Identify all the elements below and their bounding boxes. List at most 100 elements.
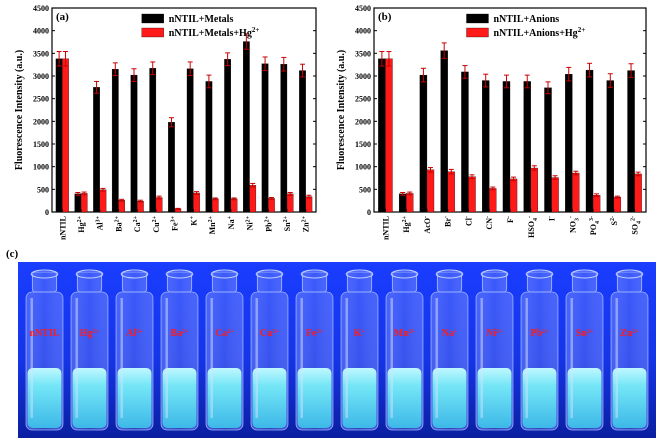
bar-series-1	[606, 80, 614, 213]
vial-rim	[30, 269, 59, 279]
chart-panel-b: 0 500 1000 1500 2000 2500 3000 3500 4000 4500 Fluo…	[336, 4, 647, 240]
bar-series-1	[205, 81, 213, 213]
x-tick-label: nNTIL	[381, 216, 390, 240]
vial-rim	[570, 269, 599, 279]
bar-series-2	[406, 193, 414, 213]
bar-series-2	[592, 195, 601, 213]
bar-series-1	[149, 68, 157, 213]
y-tick-label: 500	[359, 185, 371, 194]
vial-label: Fe3+	[306, 328, 324, 339]
x-tick-label: Cu2+	[152, 215, 161, 232]
vial-rim	[210, 269, 239, 279]
x-tick-label: Hg2+	[77, 215, 86, 232]
legend-label: nNTIL+Metals	[169, 14, 234, 25]
y-tick-label: 3500	[355, 49, 371, 58]
vial-liquid	[117, 368, 152, 428]
bar-series-1	[168, 122, 175, 213]
vial: Ca2+	[205, 269, 244, 431]
panel-label: (b)	[378, 11, 392, 23]
bar-series-1	[544, 87, 552, 213]
bar-series-1	[130, 74, 138, 213]
y-tick-label: 4500	[33, 4, 49, 13]
vial-neck	[211, 271, 238, 293]
bar-series-1	[224, 59, 231, 213]
panel-c-label: (c)	[6, 248, 19, 260]
x-tick-label: Mn2+	[208, 215, 217, 234]
vial: Cu2+	[250, 269, 289, 431]
x-tick-label: PO43-	[589, 216, 601, 235]
x-tick-label: AcO-	[423, 216, 432, 234]
bar-series-2	[80, 193, 88, 213]
vial-rim	[120, 269, 149, 279]
legend-label: nNTIL+Anions+Hg2+	[493, 26, 585, 39]
y-axis-label: Fluorescence Intensity (a.u.)	[336, 50, 347, 170]
vial-highlight	[300, 298, 303, 418]
vial: Hg2+	[70, 269, 109, 431]
vial-rim	[435, 269, 464, 279]
vial-highlight	[120, 298, 123, 418]
bar-series-1	[523, 81, 531, 213]
bar-series-2	[62, 58, 69, 213]
bar-series-1	[440, 50, 448, 213]
vial-neck	[31, 271, 58, 293]
y-tick-label: 1500	[355, 140, 371, 149]
vial-neck	[301, 271, 328, 293]
bar-series-1	[482, 80, 490, 213]
vial-neck	[256, 271, 283, 293]
x-tick-label: HSO4-	[527, 216, 539, 238]
vial-label: Na+	[442, 328, 458, 339]
y-tick-label: 1500	[33, 140, 49, 149]
y-tick-label: 1000	[33, 163, 49, 172]
vial-liquid	[297, 368, 332, 428]
bar-series-2	[551, 177, 559, 213]
vial-rim	[75, 269, 104, 279]
vial-label: Zn2+	[620, 328, 639, 339]
vial-highlight	[435, 298, 438, 418]
bar-series-2	[468, 176, 476, 213]
bar-series-2	[530, 167, 538, 213]
uv-background	[18, 262, 656, 438]
bar-series-1	[55, 58, 63, 213]
bar-series-2	[305, 196, 313, 213]
y-tick-label: 500	[37, 185, 49, 194]
vial-label: Mn2+	[394, 328, 416, 339]
vial-label: K+	[354, 328, 366, 339]
vial-neck	[346, 271, 373, 293]
y-tick-label: 4000	[33, 27, 49, 36]
vial-neck	[571, 271, 598, 293]
vial-highlight	[390, 298, 393, 418]
bar-series-1	[627, 70, 635, 213]
vial-label: Ba2+	[170, 328, 189, 339]
vial: Sn2+	[565, 269, 604, 431]
bar-series-2	[193, 192, 200, 213]
bar-series-1	[299, 70, 306, 213]
vial-highlight	[30, 298, 33, 418]
vial-liquid	[387, 368, 422, 428]
bar-series-1	[565, 74, 573, 213]
vial-label: Hg2+	[80, 328, 100, 339]
bar-series-2	[489, 188, 497, 213]
vial-label: Cu2+	[260, 328, 280, 339]
vial-highlight	[525, 298, 528, 418]
bar-series-2	[230, 198, 238, 213]
bar-series-2	[249, 185, 257, 213]
vial-liquid	[567, 368, 602, 428]
vial-highlight	[165, 298, 168, 418]
legend-swatch	[466, 13, 489, 24]
bar-series-2	[572, 172, 580, 213]
y-tick-label: 0	[45, 208, 49, 217]
bar-series-1	[261, 63, 269, 213]
vial-neck	[616, 271, 643, 293]
x-tick-label: Ni2+	[246, 215, 255, 230]
vial-highlight	[255, 298, 258, 418]
plot-frame	[51, 7, 317, 213]
vial-rim	[300, 269, 329, 279]
panel-label: (a)	[56, 11, 69, 23]
vial: Fe3+	[295, 269, 334, 431]
x-tick-label: Br-	[444, 216, 453, 227]
legend-swatch	[141, 13, 164, 24]
bar-series-1	[419, 74, 428, 213]
vial: K+	[340, 269, 379, 431]
vial-highlight	[75, 298, 78, 418]
bar-series-1	[280, 64, 288, 213]
